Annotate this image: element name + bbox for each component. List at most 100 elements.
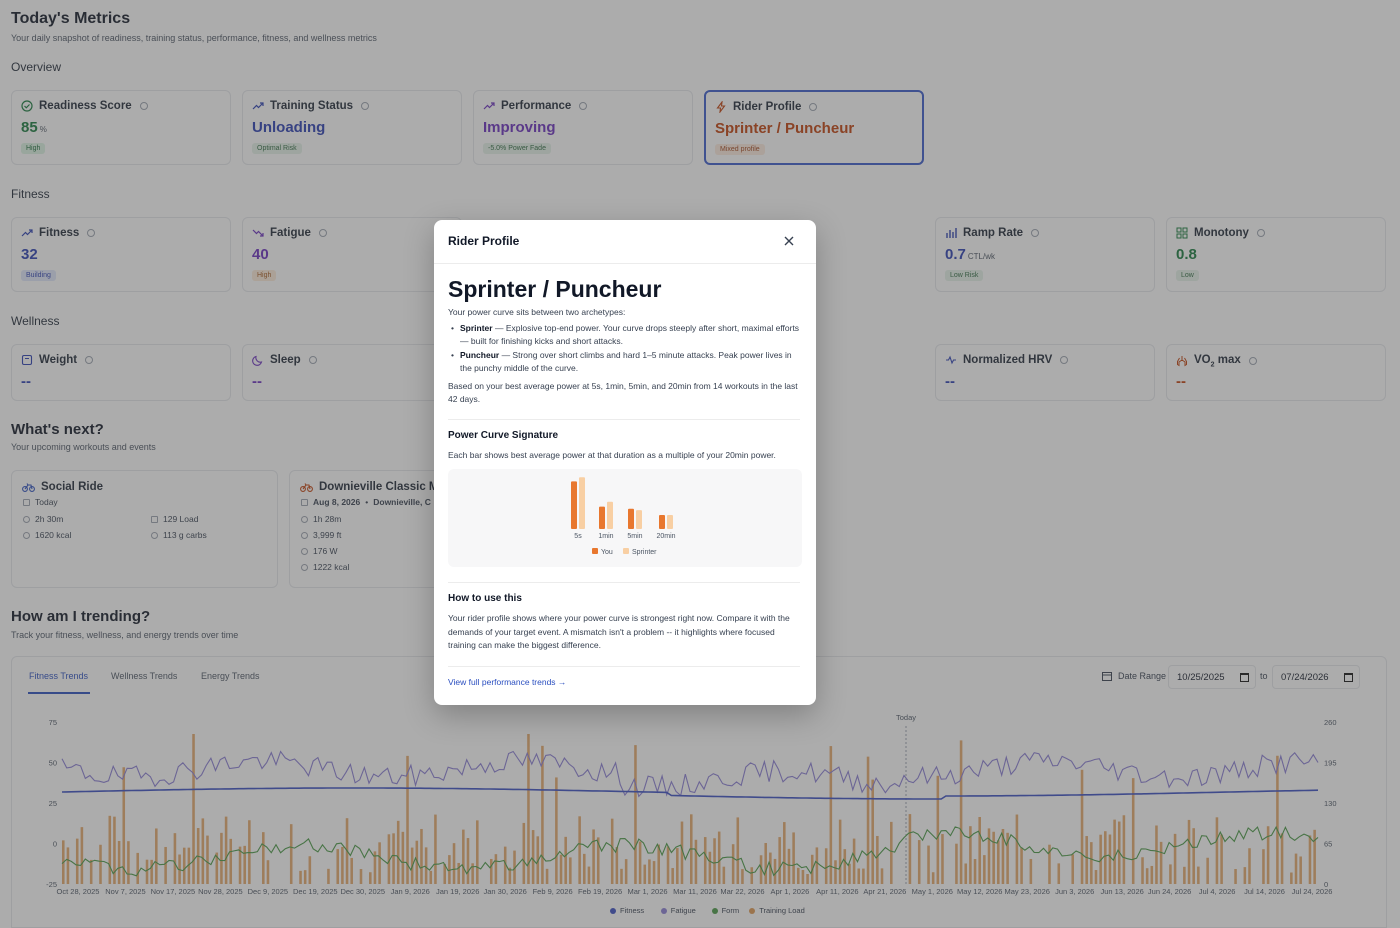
training-load-bar bbox=[1299, 856, 1302, 884]
card-title: Weight bbox=[39, 354, 78, 366]
info-icon[interactable] bbox=[1031, 229, 1040, 237]
training-load-bar bbox=[522, 822, 526, 884]
training-load-bar bbox=[1001, 828, 1005, 884]
social-ride-card[interactable]: Social Ride Today 2h 30m 1620 kcal 129 L… bbox=[11, 470, 278, 588]
training-load-bar bbox=[931, 872, 935, 884]
tab-fitness-trends[interactable]: Fitness Trends bbox=[29, 671, 89, 681]
legend-item[interactable]: Form bbox=[711, 906, 739, 915]
info-icon[interactable] bbox=[579, 102, 588, 110]
training-load-bar bbox=[978, 817, 981, 884]
training-status-card[interactable]: Training Status Unloading Optimal Risk bbox=[242, 90, 462, 165]
date-to-input[interactable]: 07/24/2026 bbox=[1272, 665, 1360, 689]
training-load-bar bbox=[559, 854, 563, 884]
legend-item[interactable]: Training Load bbox=[749, 906, 805, 915]
training-load-bar bbox=[471, 863, 474, 884]
info-icon[interactable] bbox=[308, 356, 317, 364]
training-load-bar bbox=[1104, 831, 1107, 884]
training-load-bar bbox=[66, 847, 70, 884]
legend-label: Sprinter bbox=[632, 549, 657, 556]
training-load-bar bbox=[443, 863, 447, 884]
training-load-bar bbox=[1090, 842, 1093, 884]
training-load-bar bbox=[862, 868, 865, 884]
workout-carbs: 113 g carbs bbox=[163, 530, 207, 540]
training-load-bar bbox=[666, 846, 670, 884]
training-load-bar bbox=[220, 832, 223, 884]
x-tick-label: Nov 7, 2025 bbox=[105, 887, 145, 896]
training-load-bar bbox=[759, 855, 763, 884]
info-icon[interactable] bbox=[1256, 229, 1265, 237]
training-load-bar bbox=[89, 859, 93, 884]
readiness-card[interactable]: Readiness Score 85% High bbox=[11, 90, 231, 165]
info-icon[interactable] bbox=[809, 103, 818, 111]
weight-value: -- bbox=[21, 373, 31, 390]
x-tick-label: May 1, 2026 bbox=[912, 887, 953, 896]
divider bbox=[448, 419, 800, 420]
training-load-bar bbox=[722, 866, 726, 884]
event-card[interactable]: Downieville Classic M Aug 8, 2026 • Downie… bbox=[289, 470, 459, 588]
training-load-bar bbox=[778, 837, 781, 884]
info-icon[interactable] bbox=[1060, 356, 1069, 364]
training-load-bar bbox=[503, 846, 507, 884]
legend-item[interactable]: Fitness bbox=[610, 906, 644, 915]
fatigue-card[interactable]: Fatigue 40 High bbox=[242, 217, 462, 292]
lungs-icon bbox=[1177, 356, 1187, 367]
training-load-bar bbox=[336, 849, 340, 884]
info-icon[interactable] bbox=[318, 229, 327, 237]
training-load-bar bbox=[359, 869, 363, 884]
vo2max-card[interactable]: VO2 max -- bbox=[1166, 344, 1386, 401]
view-trends-link[interactable]: View full performance trends → bbox=[448, 677, 567, 687]
training-load-bar bbox=[164, 846, 167, 884]
ramp-rate-card[interactable]: Ramp Rate 0.7 CTL/wk Low Risk bbox=[935, 217, 1155, 292]
event-title: Downieville Classic M bbox=[319, 481, 439, 493]
calendar-icon[interactable] bbox=[1240, 673, 1249, 682]
training-load-bar bbox=[513, 850, 516, 884]
info-icon[interactable] bbox=[139, 102, 148, 110]
training-load-bar bbox=[1099, 834, 1102, 884]
training-load-bar bbox=[848, 863, 851, 884]
close-icon[interactable] bbox=[782, 234, 796, 248]
bike-icon bbox=[300, 483, 313, 492]
tab-energy-trends[interactable]: Energy Trends bbox=[201, 671, 260, 681]
rider-profile-card[interactable]: Rider Profile Sprinter / Puncheur Mixed … bbox=[704, 90, 924, 165]
bullet-separator: • bbox=[365, 497, 369, 507]
training-load-bar bbox=[564, 836, 567, 884]
weight-card[interactable]: Weight -- bbox=[11, 344, 231, 401]
bolt-icon bbox=[716, 101, 726, 113]
performance-card[interactable]: Performance Improving -5.0% Power Fade bbox=[473, 90, 693, 165]
training-load-bar bbox=[429, 870, 433, 884]
monotony-card[interactable]: Monotony 0.8 Low bbox=[1166, 217, 1386, 292]
training-load-bar bbox=[838, 819, 842, 884]
bar-you-1min bbox=[599, 506, 605, 529]
date-from-value: 10/25/2025 bbox=[1177, 672, 1225, 683]
trend-chart[interactable]: 75 50 25 0 -25 260 195 130 65 0 Oct 28, 2025 Nov 7,… bbox=[0, 700, 1400, 900]
hrv-card[interactable]: Normalized HRV -- bbox=[935, 344, 1155, 401]
training-load-bar bbox=[969, 826, 972, 884]
card-title: VO bbox=[1194, 354, 1211, 366]
info-icon[interactable] bbox=[1248, 357, 1257, 366]
fitness-card[interactable]: Fitness 32 Building bbox=[11, 217, 231, 292]
info-icon[interactable] bbox=[361, 102, 370, 110]
x-tick-label: Jun 24, 2026 bbox=[1148, 887, 1191, 896]
tab-wellness-trends[interactable]: Wellness Trends bbox=[111, 671, 178, 681]
ramp-rate-value: 0.7 bbox=[945, 246, 966, 263]
calendar-icon[interactable] bbox=[1344, 673, 1353, 682]
info-icon[interactable] bbox=[87, 229, 96, 237]
profile-intro: Your power curve sits between two archet… bbox=[448, 307, 626, 317]
legend-item[interactable]: Fatigue bbox=[660, 906, 696, 915]
fitness-line bbox=[61, 787, 1319, 800]
elevation-icon bbox=[301, 531, 308, 539]
x-tick-label: Apr 21, 2026 bbox=[863, 887, 906, 896]
calendar-icon bbox=[1102, 672, 1112, 681]
training-load-bar bbox=[541, 745, 544, 884]
bar-sprinter-1min bbox=[607, 501, 613, 529]
training-load-bar bbox=[303, 870, 307, 884]
training-load-bar bbox=[206, 835, 209, 884]
list-item: Sprinter — Explosive top-end power. Your… bbox=[448, 322, 804, 347]
info-icon[interactable] bbox=[85, 356, 94, 364]
training-load-bar bbox=[1169, 864, 1172, 884]
workout-duration: 2h 30m bbox=[35, 514, 64, 524]
date-from-input[interactable]: 10/25/2025 bbox=[1168, 665, 1256, 689]
sleep-card[interactable]: Sleep -- bbox=[242, 344, 462, 401]
training-load-bar bbox=[117, 840, 121, 884]
check-circle-icon bbox=[21, 100, 33, 112]
